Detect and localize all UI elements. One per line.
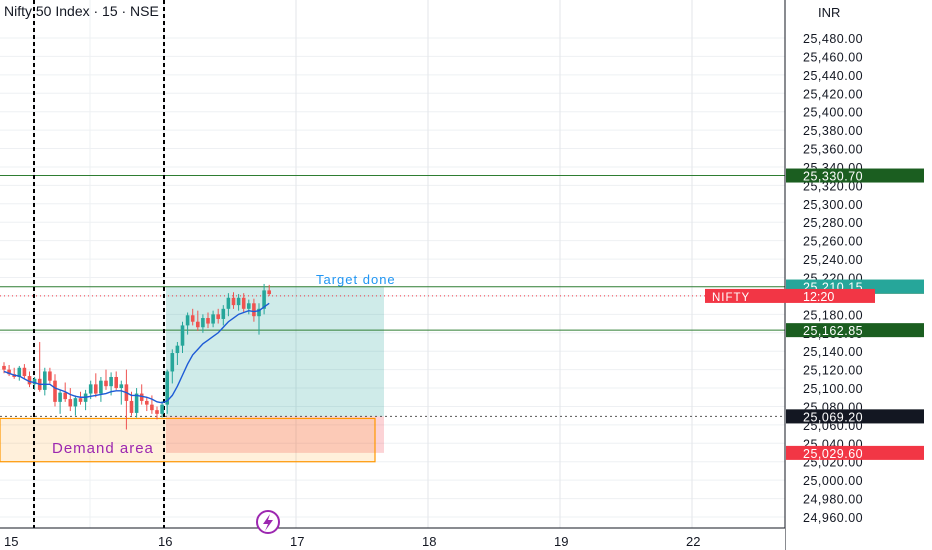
candle-body <box>155 410 159 414</box>
candle-body <box>129 400 134 413</box>
y-tick-label: 25,460.00 <box>803 50 863 64</box>
last-price-tag[interactable] <box>786 409 924 424</box>
candle-body <box>231 297 236 306</box>
candle-body <box>134 393 139 413</box>
candle-body <box>88 384 93 394</box>
stop-price-tag-label: 25,029.60 <box>803 447 863 461</box>
candle-body <box>58 392 62 402</box>
candle-body <box>99 380 103 394</box>
x-tick-label: 15 <box>4 534 18 549</box>
candle-body <box>267 290 271 295</box>
candle-body <box>2 365 6 370</box>
candle-body <box>221 308 226 319</box>
candle-body <box>211 314 215 324</box>
y-tick-label: 25,000.00 <box>803 474 863 488</box>
stop-zone[interactable] <box>166 416 384 453</box>
candle-body <box>206 318 210 324</box>
candle-body <box>53 380 57 402</box>
target-zone[interactable] <box>166 286 384 417</box>
target-done-label: Target done <box>316 272 396 287</box>
y-tick-label: 25,420.00 <box>803 87 863 101</box>
x-tick-label: 18 <box>422 534 436 549</box>
candle-body <box>216 314 220 319</box>
candle-body <box>262 290 266 309</box>
candle-body <box>165 371 169 405</box>
candle-body <box>139 393 144 401</box>
last-price-tag-label: 25,069.20 <box>803 410 863 424</box>
candle-body <box>43 371 47 390</box>
candle-body <box>68 399 73 407</box>
y-tick-label: 25,260.00 <box>803 235 863 249</box>
level-price-tag-label: 25,162.85 <box>803 324 863 338</box>
y-tick-label: 25,300.00 <box>803 198 863 212</box>
candle-body <box>247 303 251 309</box>
candle-body <box>226 297 231 309</box>
currency-label[interactable]: INR <box>818 5 841 20</box>
level-price-tag[interactable] <box>786 168 924 183</box>
candle-body <box>201 318 205 328</box>
candle-body <box>241 297 246 309</box>
candle-body <box>73 398 78 407</box>
candle-body <box>27 376 32 385</box>
y-tick-label: 25,140.00 <box>803 345 863 359</box>
candle-body <box>94 384 98 394</box>
candle-body <box>48 371 52 381</box>
y-tick-label: 25,380.00 <box>803 124 863 138</box>
y-tick-label: 25,100.00 <box>803 382 863 396</box>
demand-zone[interactable] <box>0 417 376 463</box>
y-tick-label: 25,280.00 <box>803 216 863 230</box>
candle-body <box>22 367 27 377</box>
lightning-bolt-icon <box>263 514 273 531</box>
y-tick-label: 25,440.00 <box>803 69 863 83</box>
candle-body <box>119 384 124 389</box>
candle-body <box>196 321 200 328</box>
y-tick-label: 25,180.00 <box>803 308 863 322</box>
candle-body <box>170 353 175 372</box>
candle-body <box>257 308 261 317</box>
current-symbol-label: NIFTY <box>712 292 750 304</box>
x-tick-label: 22 <box>686 534 700 549</box>
candle-body <box>160 404 164 414</box>
demand-area-label: Demand area <box>52 440 154 457</box>
candle-body <box>175 345 180 354</box>
x-tick-label: 16 <box>158 534 172 549</box>
candle-body <box>109 376 113 387</box>
y-tick-label: 25,360.00 <box>803 143 863 157</box>
y-tick-label: 25,120.00 <box>803 364 863 378</box>
level-price-tag-label: 25,330.70 <box>803 170 863 184</box>
level-price-tag[interactable] <box>786 323 924 338</box>
candle-body <box>78 398 83 402</box>
candle-body <box>63 392 67 400</box>
x-tick-label: 19 <box>554 534 568 549</box>
candle-body <box>150 404 154 411</box>
chart-title: Nifty 50 Index · 15 · NSE <box>4 3 159 19</box>
ema-line <box>3 302 270 404</box>
y-tick-label: 25,480.00 <box>803 32 863 46</box>
y-tick-label: 25,400.00 <box>803 106 863 120</box>
time-axis[interactable] <box>0 528 785 550</box>
candle-body <box>236 297 241 306</box>
candle-body <box>190 315 195 322</box>
stop-price-tag[interactable] <box>786 445 924 460</box>
y-tick-label: 25,240.00 <box>803 253 863 267</box>
y-tick-label: 24,980.00 <box>803 493 863 507</box>
candle-body <box>7 369 11 375</box>
current-symbol-tag[interactable] <box>705 288 875 303</box>
candle-body <box>185 315 190 326</box>
candle-body <box>180 325 185 346</box>
candle-body <box>104 380 108 387</box>
y-tick-label: 24,960.00 <box>803 511 863 525</box>
y-tick-label: 25,320.00 <box>803 179 863 193</box>
candle-body <box>32 378 37 385</box>
candle-body <box>145 400 149 405</box>
candle-body <box>252 303 256 317</box>
candle-body <box>17 367 22 377</box>
x-tick-label: 17 <box>290 534 304 549</box>
candle-body <box>114 376 118 389</box>
current-time-label: 12:20 <box>803 290 834 304</box>
